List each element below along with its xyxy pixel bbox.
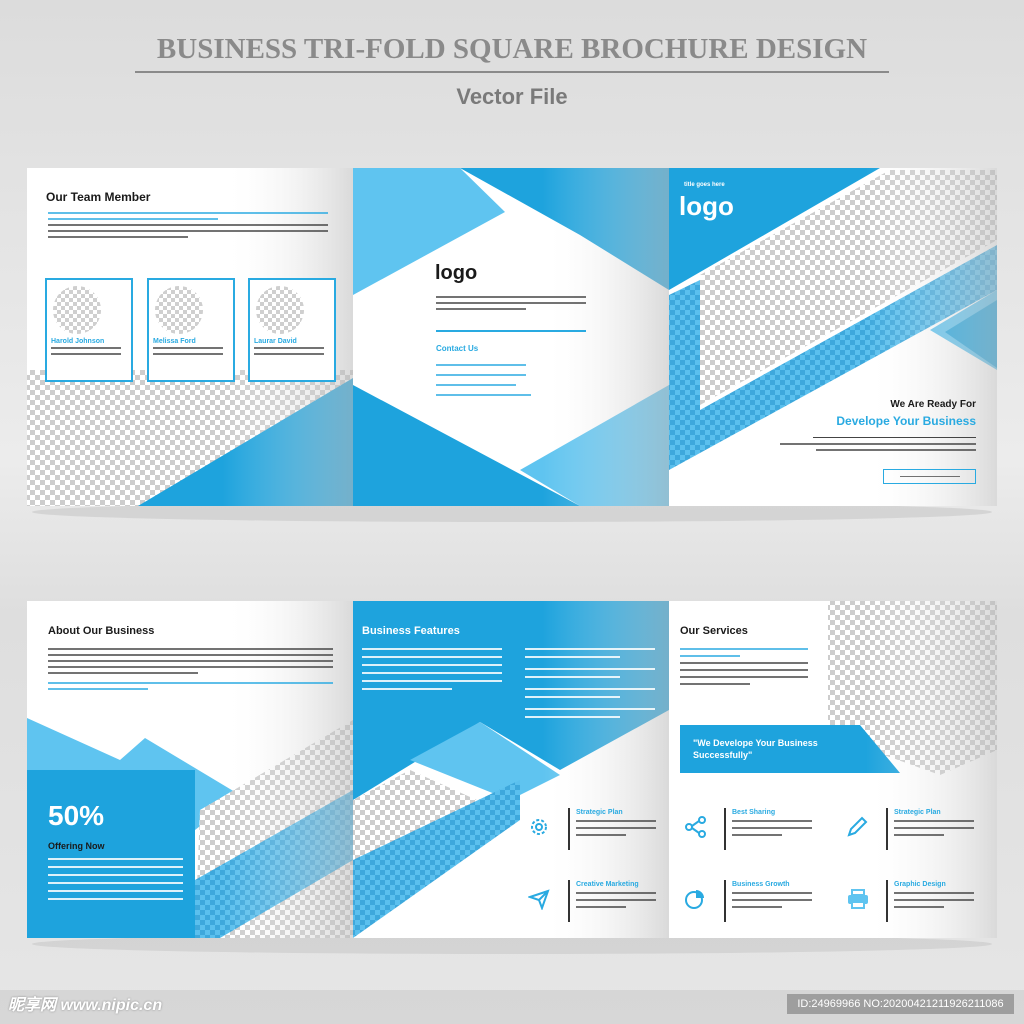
panel-back	[353, 168, 669, 506]
service-item: Creative Marketing	[528, 880, 658, 930]
back-logo: logo	[435, 262, 478, 284]
offer-label: Offering Now	[48, 841, 105, 851]
cover-headline: We Are Ready For	[890, 399, 976, 410]
team-card: Laurar David	[248, 278, 336, 382]
paper-plane-icon	[528, 889, 550, 910]
back-divider	[436, 330, 586, 332]
panel-cover	[669, 168, 997, 506]
features-bullet-list	[525, 648, 655, 722]
offer-body-text	[48, 858, 183, 904]
services-quote: "We Develope Your Business Successfully"	[693, 738, 818, 760]
contact-title: Contact Us	[436, 344, 479, 353]
cover-headline-accent: Develope Your Business	[836, 414, 976, 428]
watermark-id: ID:24969966 NO:20200421211926211086	[787, 994, 1014, 1014]
team-card: Harold Johnson	[45, 278, 133, 382]
share-icon	[685, 816, 706, 838]
service-item: Best Sharing	[684, 808, 814, 858]
back-body-text	[436, 296, 586, 314]
features-body-text	[362, 648, 502, 694]
about-title: About Our Business	[48, 625, 155, 637]
panel-about	[27, 601, 353, 938]
service-item: Strategic Plan	[846, 808, 976, 858]
watermark-site: 昵享网 www.nipic.cn	[8, 997, 163, 1014]
gear-icon	[531, 819, 547, 835]
cover-button[interactable]	[883, 469, 976, 484]
page-title: BUSINESS TRI-FOLD SQUARE BROCHURE DESIGN	[156, 33, 868, 65]
cover-logo: logo	[679, 191, 734, 221]
cover-divider	[813, 437, 976, 438]
title-divider	[135, 71, 889, 73]
pie-chart-icon	[685, 890, 704, 909]
services-title: Our Services	[680, 625, 748, 637]
team-body-text	[48, 212, 328, 242]
avatar	[155, 286, 203, 334]
printer-icon	[848, 889, 868, 909]
service-item: Strategic Plan	[528, 808, 658, 858]
team-card: Melissa Ford	[147, 278, 235, 382]
about-body-text	[48, 648, 333, 694]
contact-details	[436, 364, 536, 400]
avatar	[256, 286, 304, 334]
cover-body-text	[780, 443, 976, 455]
services-body-text	[680, 648, 808, 689]
service-item: Business Growth	[684, 880, 814, 930]
cover-logo-tagline: title goes here	[684, 182, 725, 188]
page-subtitle: Vector File	[456, 84, 568, 109]
offer-value: 50%	[48, 800, 105, 831]
pencil-icon	[847, 816, 868, 837]
service-item: Graphic Design	[846, 880, 976, 930]
avatar	[53, 286, 101, 334]
panel-services	[669, 601, 997, 938]
features-title: Business Features	[362, 625, 460, 637]
team-title: Our Team Member	[46, 190, 151, 204]
